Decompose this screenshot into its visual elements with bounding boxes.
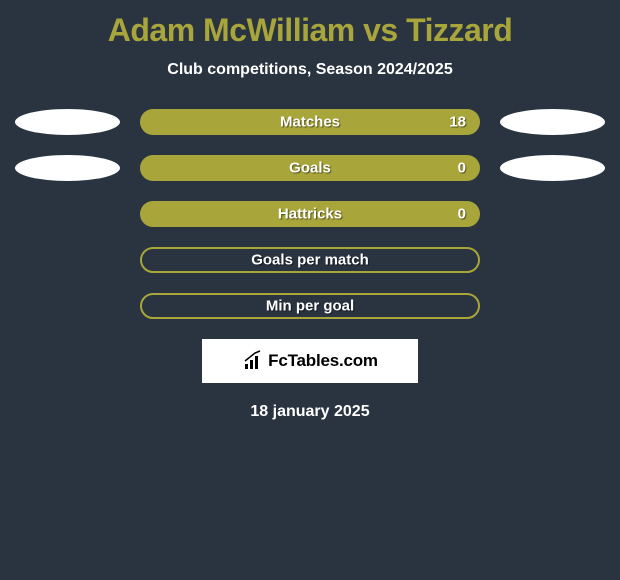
right-ellipse xyxy=(500,155,605,181)
stat-label: Goals xyxy=(289,160,331,177)
stat-bar: Min per goal xyxy=(140,293,480,319)
stat-label: Matches xyxy=(280,114,340,131)
subtitle: Club competitions, Season 2024/2025 xyxy=(167,61,452,79)
stat-row: Matches 18 xyxy=(0,109,620,135)
logo-box[interactable]: FcTables.com xyxy=(202,339,418,383)
stat-bar: Matches 18 xyxy=(140,109,480,135)
stat-label: Min per goal xyxy=(266,298,354,315)
page-title: Adam McWilliam vs Tizzard xyxy=(108,12,513,49)
stat-row: Goals per match xyxy=(0,247,620,273)
stat-bar: Goals per match xyxy=(140,247,480,273)
logo-text: FcTables.com xyxy=(268,351,378,371)
stats-card: Adam McWilliam vs Tizzard Club competiti… xyxy=(0,0,620,431)
chart-icon xyxy=(242,350,264,372)
right-ellipse xyxy=(500,109,605,135)
stat-rows: Matches 18 Goals 0 Hattricks 0 Goals per match… xyxy=(0,109,620,319)
stat-label: Hattricks xyxy=(278,206,342,223)
stat-row: Min per goal xyxy=(0,293,620,319)
stat-bar: Hattricks 0 xyxy=(140,201,480,227)
stat-bar: Goals 0 xyxy=(140,155,480,181)
left-ellipse xyxy=(15,109,120,135)
stat-value: 18 xyxy=(449,114,466,131)
date: 18 january 2025 xyxy=(250,403,369,421)
stat-value: 0 xyxy=(458,206,466,223)
logo: FcTables.com xyxy=(242,350,378,372)
stat-row: Hattricks 0 xyxy=(0,201,620,227)
stat-row: Goals 0 xyxy=(0,155,620,181)
stat-label: Goals per match xyxy=(251,252,369,269)
left-ellipse xyxy=(15,155,120,181)
stat-value: 0 xyxy=(458,160,466,177)
